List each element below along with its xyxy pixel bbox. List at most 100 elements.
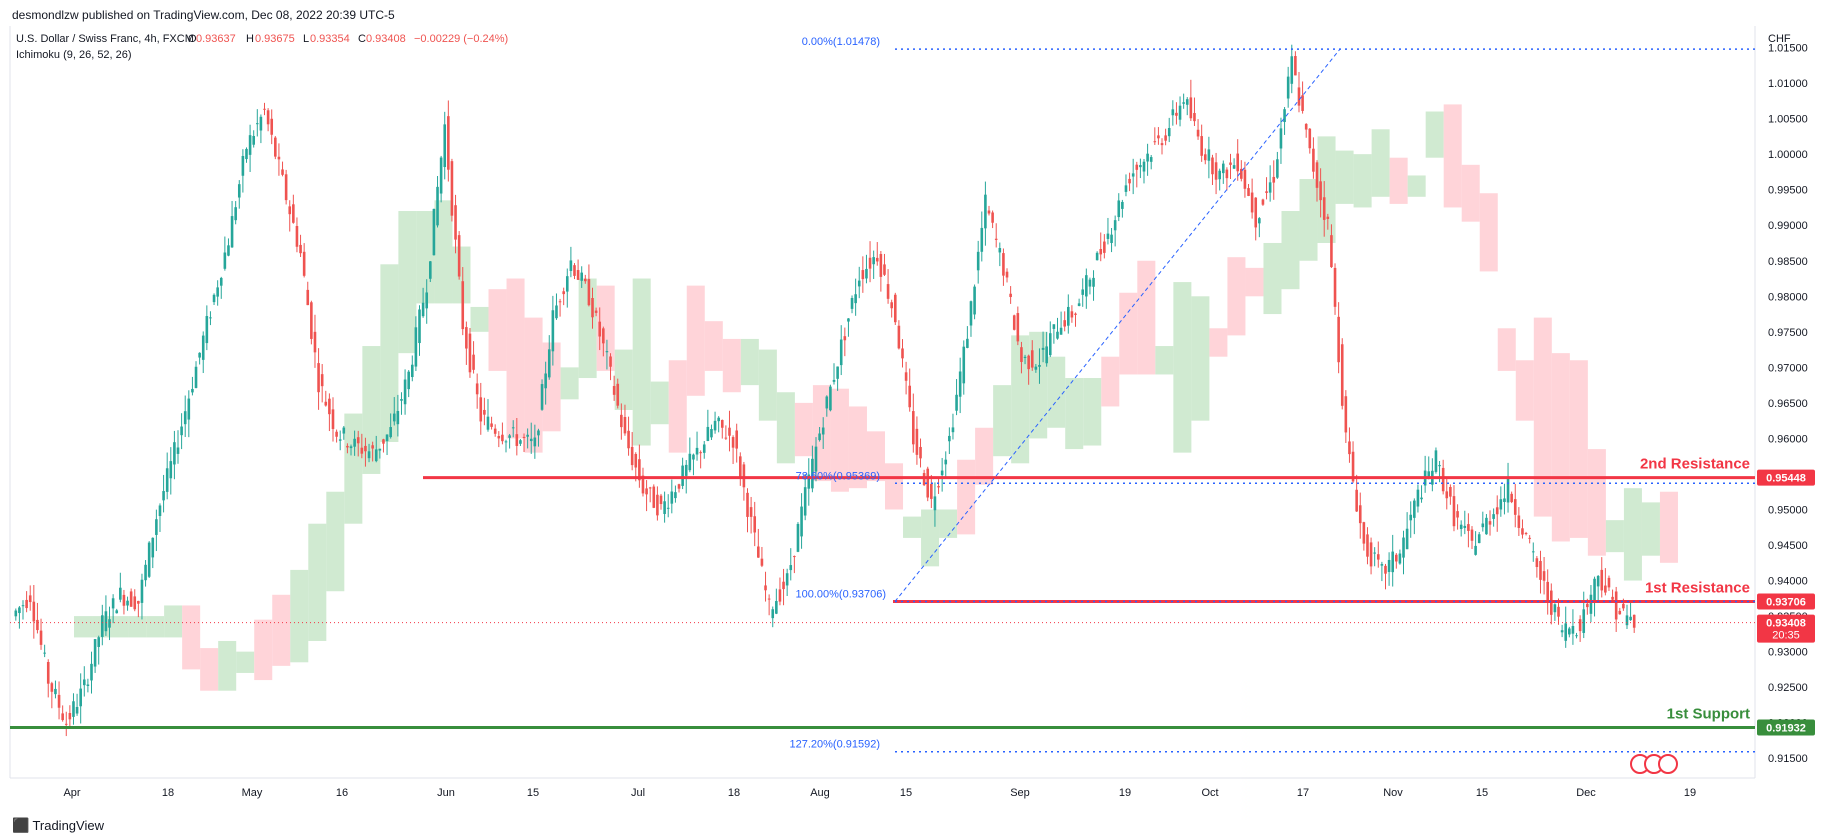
bullish-candle: [104, 611, 108, 632]
bullish-candle: [1398, 553, 1402, 564]
bullish-candle: [97, 637, 101, 647]
bearish-candle: [61, 713, 64, 721]
bullish-candle: [504, 441, 508, 443]
bearish-candle: [879, 254, 883, 277]
price-axis[interactable]: 1.01500 1.01000 1.00500 1.00000 0.99500 0.990…: [1757, 43, 1815, 766]
time-tick-label: 18: [728, 787, 740, 799]
bullish-candle: [86, 684, 90, 687]
bullish-cloud-segment: [236, 651, 255, 673]
change-value: −0.00229 (−0.24%): [414, 33, 508, 45]
price-tick-label: 0.97000: [1768, 362, 1808, 374]
bearish-cloud-segment: [668, 360, 687, 453]
bearish-candle: [450, 161, 454, 216]
bullish-candle: [176, 447, 180, 454]
bullish-candle: [1178, 105, 1182, 120]
bearish-candle: [890, 302, 893, 309]
bearish-candle: [1261, 199, 1265, 205]
tradingview-logo-icon: ⬛: [12, 817, 29, 833]
tradingview-logo[interactable]: ⬛ TradingView: [12, 817, 104, 834]
bullish-candle: [1146, 153, 1149, 162]
bullish-candle: [248, 135, 252, 155]
bullish-candle: [1286, 76, 1290, 99]
bearish-candle: [306, 289, 310, 306]
bearish-candle: [1175, 112, 1178, 116]
time-tick-label: 19: [1684, 787, 1696, 799]
bearish-candle: [64, 723, 68, 725]
bearish-candle: [1070, 311, 1074, 318]
bullish-cloud-segment: [758, 349, 777, 421]
bullish-candle: [1402, 537, 1405, 558]
bullish-candle: [1045, 346, 1048, 364]
bearish-candle: [1164, 135, 1167, 141]
bullish-candle: [216, 287, 219, 297]
ichimoku-indicator-label: Ichimoku (9, 26, 52, 26): [16, 49, 132, 61]
bullish-candle: [1131, 173, 1135, 177]
bullish-candle: [237, 184, 241, 198]
bearish-cloud-segment: [830, 388, 849, 492]
bullish-candle: [508, 435, 511, 438]
bullish-candle: [396, 411, 400, 425]
bullish-candle: [1110, 234, 1113, 244]
bearish-candle: [915, 428, 919, 455]
bearish-candle: [1510, 493, 1513, 503]
bearish-candle: [994, 238, 998, 240]
bearish-candle: [1376, 554, 1380, 560]
bullish-candle: [1279, 128, 1283, 149]
bullish-candle: [1059, 327, 1063, 335]
bullish-candle: [209, 317, 212, 319]
bearish-candle: [623, 416, 627, 434]
economic-event-flags[interactable]: [1630, 754, 1678, 774]
bearish-cloud-segment: [1389, 157, 1408, 204]
bearish-candle: [1074, 313, 1077, 315]
bullish-candle: [555, 305, 558, 319]
bullish-candle: [1268, 182, 1272, 193]
bearish-candle: [587, 279, 591, 306]
bearish-candle: [457, 235, 461, 277]
time-axis[interactable]: Apr 18 May 16 Jun 15 Jul 18 Aug 15 Sep 19 Oct 17 Nov 15…: [63, 787, 1696, 799]
bearish-candle: [1103, 241, 1106, 253]
fib-level-label: 100.00%(0.93706): [795, 588, 886, 600]
bearish-cloud-segment: [1497, 328, 1516, 371]
bearish-candle: [1254, 197, 1258, 228]
bearish-candle: [793, 556, 796, 558]
bullish-candle: [1023, 356, 1027, 358]
bullish-candle: [1596, 576, 1600, 587]
bearish-candle: [1449, 486, 1452, 497]
bullish-candle: [814, 446, 818, 472]
bearish-candle: [501, 434, 504, 442]
bearish-cloud-segment: [957, 459, 976, 535]
bearish-candle: [991, 212, 994, 223]
us-flag-icon[interactable]: [1658, 754, 1678, 774]
price-tick-label: 1.00500: [1768, 114, 1808, 126]
bearish-cloud-segment: [254, 619, 273, 681]
bearish-candle: [266, 110, 270, 125]
level-price-tag: [1757, 469, 1815, 486]
bearish-cloud-segment: [542, 342, 561, 432]
bullish-candle: [955, 394, 958, 411]
level-name-label: 1st Resistance: [1645, 579, 1750, 596]
bullish-candle: [670, 491, 674, 504]
bullish-cloud-segment: [1263, 242, 1282, 315]
bullish-candle: [533, 437, 537, 447]
bearish-candle: [627, 430, 630, 449]
bullish-candle: [1531, 551, 1535, 553]
bearish-candle: [270, 118, 274, 135]
bearish-candle: [57, 694, 61, 708]
bullish-candle: [389, 427, 392, 438]
time-tick-label: Dec: [1576, 787, 1596, 799]
bearish-candle: [1225, 169, 1229, 179]
time-tick-label: May: [242, 787, 263, 799]
bearish-candle: [782, 581, 785, 590]
support-resistance-levels: 2nd Resistance 1st Resistance 1st Support: [10, 456, 1755, 730]
bearish-candle: [1002, 253, 1005, 276]
last-price-text: 0.93408: [1766, 618, 1806, 630]
bullish-cloud-segment: [1011, 335, 1030, 464]
bullish-cloud-segment: [650, 381, 669, 425]
level-price-text: 0.91932: [1766, 723, 1806, 735]
bullish-cloud-segment: [1047, 356, 1066, 428]
bullish-cloud-segment: [993, 385, 1012, 457]
bearish-candle: [1618, 610, 1622, 615]
bearish-candle: [320, 374, 324, 387]
bearish-candle: [753, 516, 757, 533]
